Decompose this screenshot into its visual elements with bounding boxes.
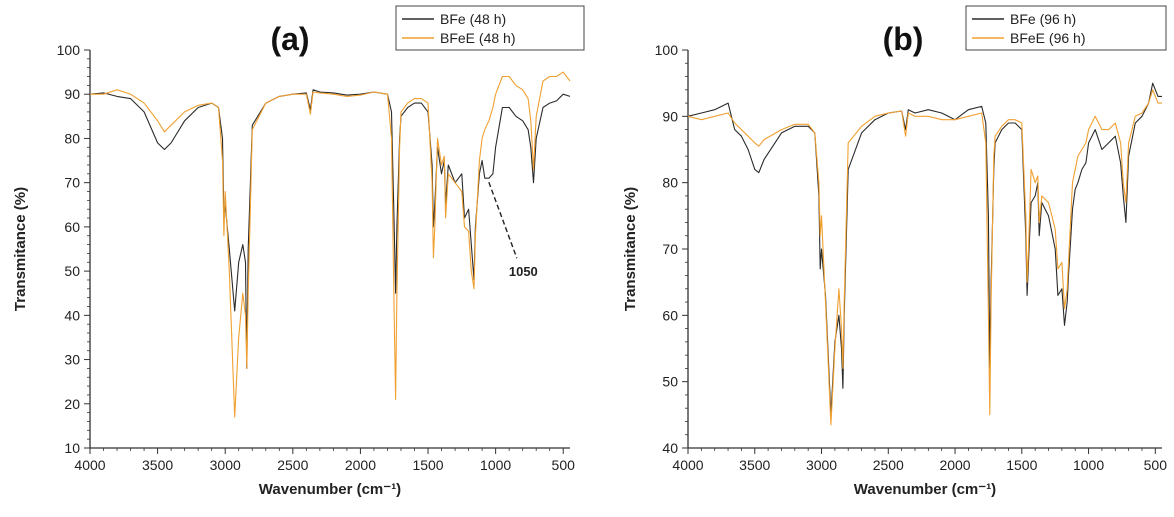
x-tick-label: 4000 [74, 457, 105, 473]
y-tick-label: 30 [64, 352, 80, 368]
x-tick-label: 3000 [210, 457, 241, 473]
y-tick-label: 40 [64, 307, 80, 323]
y-tick-label: 40 [662, 440, 678, 456]
x-tick-label: 500 [1144, 457, 1168, 473]
x-axis-label: Wavenumber (cm⁻¹) [854, 481, 996, 498]
y-tick-label: 80 [662, 175, 678, 191]
x-tick-label: 2000 [939, 457, 970, 473]
panel-label: (b) [883, 21, 924, 57]
y-tick-label: 20 [64, 396, 80, 412]
chart-panel-b: 40 50 60 70 80 90 100 4000 3500 3000 2500 2000 1500 1… [622, 5, 1168, 498]
legend-box [965, 5, 1167, 51]
x-tick-label: 3500 [739, 457, 770, 473]
y-tick-label: 100 [57, 42, 81, 58]
series-line-bfee [90, 71, 571, 418]
legend-entry: BFeE (96 h) [1010, 30, 1085, 46]
panel-label: (a) [270, 21, 309, 57]
series-line-bfee [687, 89, 1162, 426]
y-tick-label: 50 [64, 263, 80, 279]
legend-entry: BFeE (48 h) [440, 30, 515, 46]
legend-entry: BFe (48 h) [440, 11, 506, 27]
x-tick-label: 2000 [345, 457, 376, 473]
x-tick-label: 500 [552, 457, 576, 473]
x-tick-label: 1500 [1006, 457, 1037, 473]
y-tick-label: 60 [64, 219, 80, 235]
x-axis-label: Wavenumber (cm⁻¹) [259, 481, 401, 498]
y-axis-label: Transmitance (%) [12, 187, 29, 311]
y-axis-label: Transmitance (%) [622, 187, 639, 311]
annotation-leader [488, 182, 518, 259]
x-tick-label: 3000 [806, 457, 837, 473]
x-tick-label: 4000 [672, 457, 703, 473]
series-line-bfe [89, 89, 571, 369]
legend-entry: BFe (96 h) [1010, 11, 1076, 27]
chart-panel-a: 10 20 30 40 50 60 70 80 90 100 4000 3500 3000 2500 200… [12, 5, 585, 498]
y-tick-label: 50 [662, 374, 678, 390]
x-tick-label: 2500 [277, 457, 308, 473]
x-tick-label: 2500 [873, 457, 904, 473]
y-tick-label: 90 [64, 86, 80, 102]
y-tick-label: 60 [662, 307, 678, 323]
y-tick-label: 80 [64, 130, 80, 146]
x-tick-label: 3500 [142, 457, 173, 473]
x-tick-label: 1000 [480, 457, 511, 473]
legend-box [395, 5, 585, 51]
y-tick-label: 10 [64, 440, 80, 456]
y-tick-label: 70 [662, 241, 678, 257]
y-tick-label: 90 [662, 108, 678, 124]
y-tick-label: 70 [64, 175, 80, 191]
annotation-label: 1050 [509, 264, 538, 279]
x-tick-label: 1000 [1073, 457, 1104, 473]
y-tick-label: 100 [655, 42, 679, 58]
series-line-bfe [687, 82, 1162, 416]
x-tick-label: 1500 [412, 457, 443, 473]
